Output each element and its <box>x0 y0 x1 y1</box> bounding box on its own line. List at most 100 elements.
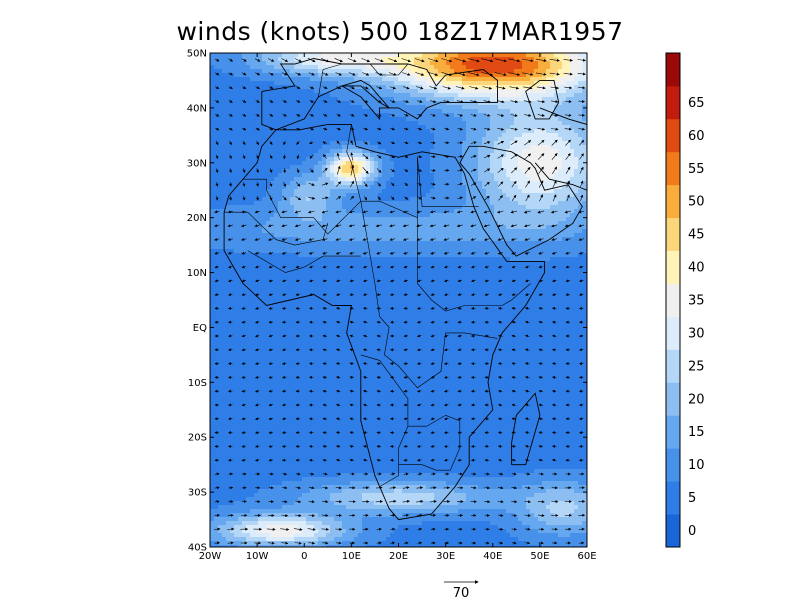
wind-vector <box>255 306 260 310</box>
wind-vector <box>228 72 233 76</box>
wind-vector <box>457 265 462 269</box>
wind-vector <box>497 167 504 173</box>
wind-vector <box>552 417 557 421</box>
wind-vector <box>511 334 516 338</box>
wind-vector <box>363 141 368 145</box>
wind-vector <box>417 141 423 145</box>
wind-vector <box>538 389 543 393</box>
wind-vector <box>322 141 328 145</box>
wind-vector <box>349 348 354 352</box>
wind-vector <box>268 279 273 283</box>
wind-vector <box>538 180 544 188</box>
wind-vector <box>430 417 435 421</box>
wind-vector <box>456 100 464 104</box>
wind-vector <box>322 113 328 117</box>
colorbar-swatch <box>666 349 680 383</box>
wind-vector <box>416 238 423 241</box>
wind-vector <box>565 237 571 241</box>
lat-tick-label: 30S <box>188 488 207 499</box>
wind-vector <box>322 279 327 283</box>
wind-vector <box>430 444 435 448</box>
wind-vector <box>443 224 450 228</box>
wind-vector <box>552 320 557 324</box>
wind-vector <box>309 168 314 173</box>
wind-vector <box>470 127 477 131</box>
wind-vector <box>416 486 424 490</box>
wind-vector <box>336 196 342 200</box>
wind-vector <box>417 417 422 421</box>
wind-vector <box>268 72 274 76</box>
wind-vector <box>375 486 383 490</box>
wind-vector <box>295 113 301 117</box>
wind-vector <box>282 86 287 89</box>
wind-vector <box>349 86 355 90</box>
colorbar-swatch <box>666 250 680 284</box>
wind-vector <box>363 376 368 379</box>
colorbar-swatch <box>666 184 680 219</box>
lat-tick-label: 40N <box>187 103 207 114</box>
wind-vector <box>322 182 329 186</box>
wind-vector <box>215 127 220 131</box>
wind-vector <box>295 251 301 255</box>
wind-vector <box>551 251 557 255</box>
reference-vector: 70 <box>444 580 479 600</box>
wind-vector <box>525 389 530 393</box>
wind-vector <box>294 210 301 214</box>
wind-vector <box>550 127 559 131</box>
colorbar-swatch <box>666 118 680 153</box>
wind-vector <box>497 500 504 504</box>
wind-vector <box>349 293 354 296</box>
wind-vector <box>457 417 462 421</box>
wind-vector <box>282 334 287 338</box>
wind-vector <box>377 196 381 201</box>
wind-vector <box>227 237 233 241</box>
wind-vector <box>497 210 504 214</box>
wind-vector <box>255 403 260 407</box>
wind-vector <box>280 527 290 531</box>
wind-vector <box>511 194 517 201</box>
wind-vector <box>538 320 543 324</box>
wind-vector <box>525 194 530 202</box>
wind-vector <box>443 238 450 241</box>
colorbar-label: 45 <box>688 228 705 243</box>
wind-vector <box>444 279 449 283</box>
wind-vector <box>255 458 260 462</box>
wind-vector <box>241 362 246 365</box>
wind-vector <box>417 320 422 324</box>
wind-vector <box>309 265 314 269</box>
wind-vector <box>308 72 315 76</box>
wind-vector <box>417 182 422 186</box>
wind-vector <box>363 181 368 188</box>
wind-vector <box>457 444 462 448</box>
wind-vector <box>255 86 260 89</box>
wind-vector <box>215 113 220 117</box>
wind-vector <box>511 513 518 517</box>
wind-vector <box>296 154 300 160</box>
wind-vector <box>376 99 382 103</box>
wind-vector <box>295 99 301 103</box>
wind-vector <box>282 279 287 283</box>
wind-vector <box>322 431 327 435</box>
wind-vector <box>444 113 450 117</box>
wind-vector <box>552 194 557 202</box>
wind-vector <box>430 155 436 159</box>
colorbar-label: 65 <box>688 96 705 111</box>
wind-vector <box>336 376 341 379</box>
wind-vector <box>470 210 477 214</box>
wind-vector <box>214 541 221 545</box>
wind-vector <box>471 196 477 200</box>
wind-vector <box>336 307 341 310</box>
wind-vector <box>349 127 355 131</box>
wind-vector <box>255 431 260 434</box>
wind-vector <box>441 58 453 63</box>
wind-vector <box>294 224 301 228</box>
wind-vector <box>282 306 287 310</box>
wind-vector <box>402 86 410 90</box>
wind-vector <box>524 166 531 174</box>
wind-vector <box>470 238 477 241</box>
wind-vector <box>255 444 260 448</box>
wind-vector <box>430 279 435 283</box>
wind-vector <box>525 293 530 296</box>
wind-vector <box>322 486 329 490</box>
wind-vector <box>498 375 503 379</box>
